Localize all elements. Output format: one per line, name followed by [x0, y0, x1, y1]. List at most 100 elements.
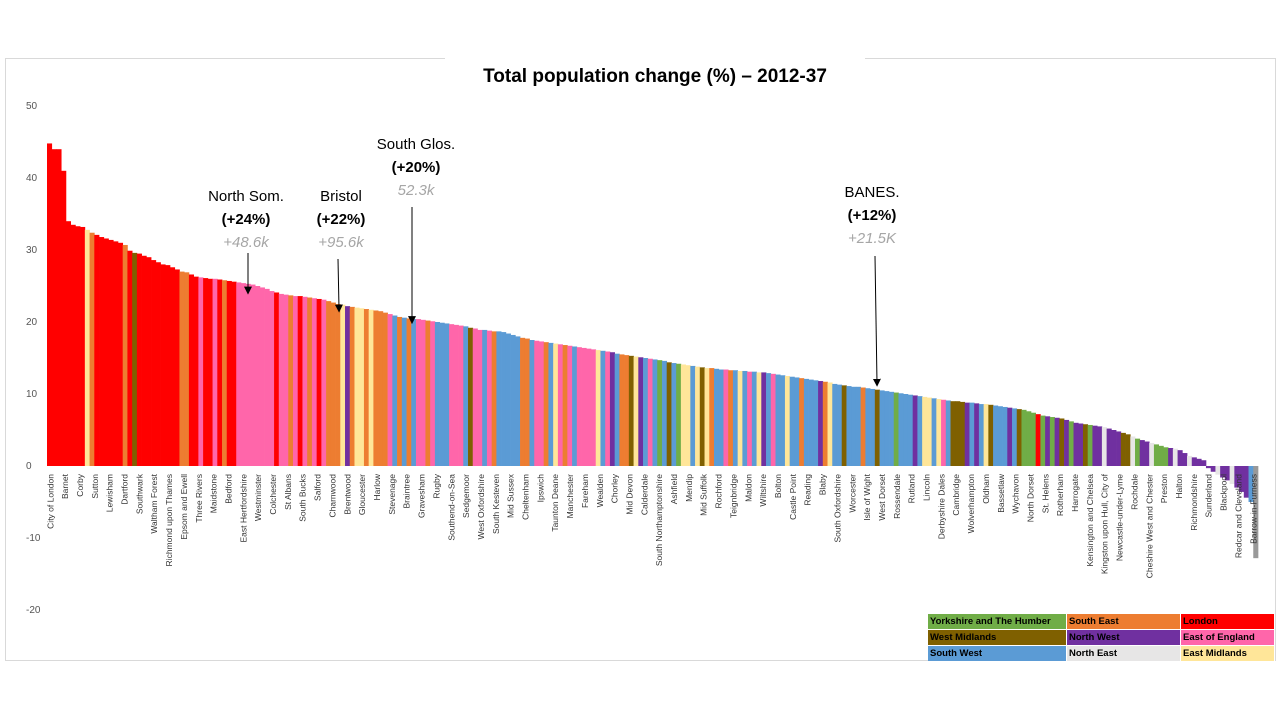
- bar: [444, 323, 450, 466]
- bar: [978, 404, 984, 466]
- annotation-percent: (+20%): [391, 159, 441, 176]
- bar: [203, 278, 209, 466]
- bar: [614, 353, 620, 466]
- bar: [94, 234, 100, 466]
- bar: [160, 264, 166, 466]
- bar: [368, 309, 374, 466]
- bar: [387, 314, 393, 466]
- bar: [988, 404, 994, 466]
- bar: [1130, 436, 1136, 466]
- bar: [1087, 424, 1093, 466]
- bar: [401, 317, 407, 466]
- bar: [373, 310, 379, 466]
- bar: [392, 315, 398, 466]
- bar: [1116, 431, 1122, 466]
- x-tick-label: Mid Sussex: [506, 473, 516, 518]
- bar: [1054, 417, 1060, 466]
- bar: [609, 352, 616, 466]
- x-tick-label: Kingston upon Hull, City of: [1100, 473, 1110, 574]
- bar: [799, 378, 805, 466]
- bar: [945, 400, 951, 466]
- x-tick-label: Lincoln: [922, 474, 932, 501]
- bar: [47, 143, 53, 466]
- bar: [851, 386, 857, 466]
- bar: [936, 399, 942, 466]
- x-tick-label: Sunderland: [1204, 474, 1214, 518]
- bar: [193, 276, 199, 466]
- bar: [430, 321, 436, 466]
- bar: [1125, 434, 1131, 466]
- bar: [718, 369, 724, 466]
- bar: [51, 149, 57, 466]
- bar: [1064, 419, 1070, 466]
- bar: [624, 355, 630, 466]
- bar: [482, 329, 488, 466]
- bar: [959, 401, 966, 466]
- bar: [165, 265, 171, 466]
- x-tick-label: Bolton: [773, 474, 783, 498]
- x-tick-label: Stevenage: [387, 474, 397, 515]
- x-tick-label: Waltham Forest: [149, 473, 159, 533]
- bar: [855, 386, 861, 466]
- bar: [477, 329, 483, 466]
- bar: [690, 365, 696, 466]
- annotation-absolute: +95.6k: [318, 234, 364, 251]
- bar: [188, 274, 194, 466]
- bar: [1101, 427, 1107, 466]
- bar: [534, 340, 540, 466]
- bar: [1215, 466, 1221, 475]
- x-tick-label: Braintree: [402, 474, 412, 509]
- annotation-absolute: 52.3k: [397, 182, 435, 199]
- bar: [1187, 455, 1193, 466]
- bar: [155, 262, 161, 466]
- y-tick-label: -10: [26, 533, 41, 544]
- x-tick-label: Southend-on-Sea: [446, 474, 456, 541]
- bar: [728, 370, 734, 466]
- bar: [652, 359, 658, 466]
- chart-title: Total population change (%) – 2012-37: [445, 55, 865, 101]
- bar: [732, 370, 738, 466]
- bar: [969, 402, 975, 466]
- bar: [676, 363, 682, 466]
- bar: [255, 286, 261, 466]
- bar: [141, 255, 147, 466]
- bar: [321, 299, 327, 466]
- annotation-bristol: Bristol (+22%) +95.6k: [302, 185, 380, 254]
- bar: [680, 364, 686, 466]
- bar: [382, 312, 388, 466]
- y-tick-label: 30: [26, 245, 38, 256]
- legend-entry: South East: [1067, 614, 1181, 630]
- annotation-north-somerset: North Som. (+24%) +48.6k: [198, 185, 294, 254]
- bar: [439, 322, 445, 466]
- bar: [766, 373, 772, 466]
- x-tick-label: Westminster: [253, 474, 263, 521]
- bar: [245, 283, 251, 466]
- bar: [699, 367, 705, 466]
- bar: [99, 237, 105, 466]
- bar: [619, 354, 625, 466]
- x-tick-label: Salford: [313, 474, 323, 501]
- x-tick-label: Cambridge: [951, 474, 961, 516]
- legend-entry: South West: [928, 646, 1067, 662]
- annotation-name: North Som.: [208, 188, 284, 205]
- bar: [122, 244, 128, 466]
- x-tick-label: Mid Suffolk: [699, 473, 709, 516]
- bar: [818, 381, 824, 466]
- bar: [491, 331, 497, 466]
- bar: [56, 149, 62, 466]
- bar: [903, 394, 909, 466]
- bar: [1220, 466, 1226, 478]
- legend-entry: East of England: [1181, 630, 1275, 646]
- bar: [1082, 424, 1089, 466]
- bar: [874, 389, 880, 466]
- bar: [671, 363, 677, 466]
- bar: [236, 282, 242, 466]
- x-tick-label: Wealden: [595, 474, 605, 508]
- bar: [666, 362, 672, 466]
- x-tick-label: Epsom and Ewell: [179, 474, 189, 540]
- bar: [84, 229, 90, 466]
- y-tick-label: 40: [26, 173, 38, 184]
- x-tick-label: South Northamptonshire: [654, 474, 664, 566]
- bar: [1007, 407, 1013, 466]
